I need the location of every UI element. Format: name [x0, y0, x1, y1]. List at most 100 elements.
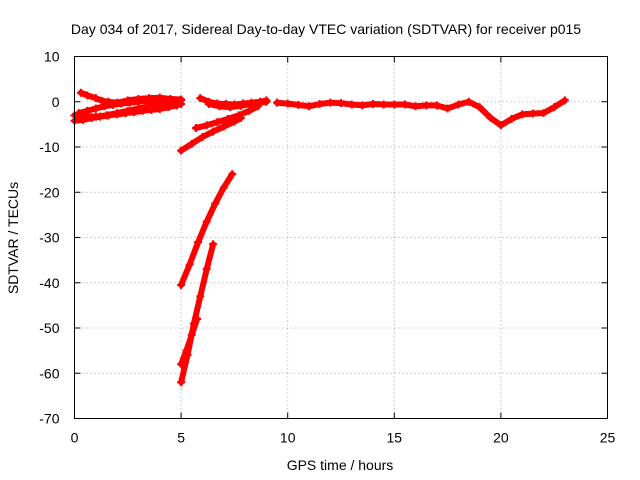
y-tick-label: 0: [52, 94, 60, 110]
data-point-marker: [177, 281, 186, 290]
data-point-marker: [219, 183, 228, 192]
y-tick-label: -10: [39, 139, 59, 155]
data-point-marker: [102, 111, 111, 120]
data-point-marker: [193, 314, 202, 323]
data-point-marker: [486, 113, 495, 122]
data-point-marker: [182, 346, 191, 355]
series-arc-6: [204, 97, 271, 112]
data-point-marker: [81, 112, 90, 121]
data-point-marker: [228, 170, 237, 179]
data-point-marker: [91, 112, 100, 121]
data-point-marker: [187, 139, 196, 148]
data-point-marker: [337, 99, 345, 108]
data-point-marker: [411, 102, 420, 111]
data-point-marker: [379, 100, 388, 109]
data-point-marker: [194, 238, 203, 247]
data-point-marker: [83, 91, 92, 100]
chart-title: Day 034 of 2017, Sidereal Day-to-day VTE…: [71, 21, 581, 37]
data-point-marker: [209, 127, 218, 136]
data-point-marker: [283, 99, 292, 108]
data-point-marker: [202, 217, 211, 226]
data-point-marker: [368, 100, 377, 109]
data-point-marker: [113, 98, 122, 107]
series-trace: [178, 315, 201, 368]
series-arc-7: [192, 102, 262, 132]
x-tick-label: 10: [280, 430, 296, 446]
data-point-marker: [177, 146, 186, 155]
data-point-marker: [528, 109, 537, 118]
x-axis-label: GPS time / hours: [287, 457, 394, 473]
data-point-marker: [91, 94, 100, 103]
series-arc-10: [177, 170, 237, 290]
data-point-marker: [166, 97, 175, 106]
x-tick-label: 25: [600, 430, 616, 446]
data-point-marker: [145, 94, 154, 103]
data-point-marker: [230, 117, 239, 126]
data-point-marker: [358, 101, 367, 110]
series-layer: [70, 88, 569, 387]
data-point-marker: [209, 240, 218, 249]
data-point-marker: [262, 97, 271, 106]
x-tick-label: 0: [71, 430, 79, 446]
data-point-marker: [187, 330, 196, 339]
y-tick-label: -70: [39, 411, 59, 427]
data-point-marker: [432, 101, 441, 110]
x-tick-label: 20: [493, 430, 509, 446]
data-point-marker: [464, 97, 473, 106]
data-point-marker: [326, 98, 335, 107]
data-point-marker: [273, 98, 282, 107]
series-arc-12: [177, 314, 202, 369]
data-point-marker: [496, 121, 505, 130]
data-point-marker: [454, 100, 463, 109]
series-arc-9: [273, 96, 569, 130]
y-tick-label: -50: [39, 320, 59, 336]
x-tick-label: 15: [387, 430, 403, 446]
data-point-marker: [185, 260, 194, 269]
data-point-marker: [91, 104, 100, 113]
data-point-marker: [236, 101, 245, 110]
data-point-marker: [177, 95, 186, 104]
data-point-marker: [236, 114, 245, 123]
data-point-marker: [245, 106, 254, 115]
data-point-marker: [202, 265, 211, 274]
data-point-marker: [196, 292, 205, 301]
data-point-marker: [315, 100, 324, 109]
data-point-marker: [134, 95, 143, 104]
data-point-marker: [518, 110, 527, 119]
data-point-marker: [294, 100, 303, 109]
data-point-marker: [215, 102, 224, 111]
y-axis-label: SDTVAR / TECUs: [5, 182, 21, 294]
series-arc-4: [70, 95, 186, 121]
grid: [74, 56, 608, 419]
data-point-marker: [123, 106, 132, 115]
data-point-marker: [202, 121, 211, 130]
data-point-marker: [226, 103, 235, 112]
data-point-marker: [76, 88, 85, 97]
data-point-marker: [145, 102, 154, 111]
data-point-marker: [123, 96, 132, 105]
data-point-marker: [211, 199, 220, 208]
series-trace: [178, 241, 217, 386]
data-point-marker: [507, 114, 516, 123]
data-point-marker: [400, 100, 409, 109]
data-point-marker: [134, 104, 143, 113]
series-trace: [274, 97, 568, 129]
data-point-marker: [560, 96, 569, 105]
data-point-marker: [422, 101, 431, 110]
data-point-marker: [390, 100, 399, 109]
series-arc-8: [177, 114, 245, 155]
y-tick-label: -40: [39, 275, 59, 291]
data-point-marker: [177, 378, 186, 387]
x-tick-label: 5: [177, 430, 185, 446]
y-tick-label: 10: [44, 49, 60, 65]
data-point-marker: [196, 94, 205, 103]
data-point-marker: [443, 104, 452, 113]
data-point-marker: [475, 103, 484, 112]
data-point-marker: [104, 97, 113, 106]
data-point-marker: [219, 122, 228, 131]
data-point-marker: [347, 100, 356, 109]
data-point-marker: [550, 103, 559, 112]
axis-ticks: 0 5 10 15 20 25 10 0 -10 -20 -30 -40 -50 -60 -70: [39, 49, 615, 446]
data-point-marker: [204, 100, 213, 109]
